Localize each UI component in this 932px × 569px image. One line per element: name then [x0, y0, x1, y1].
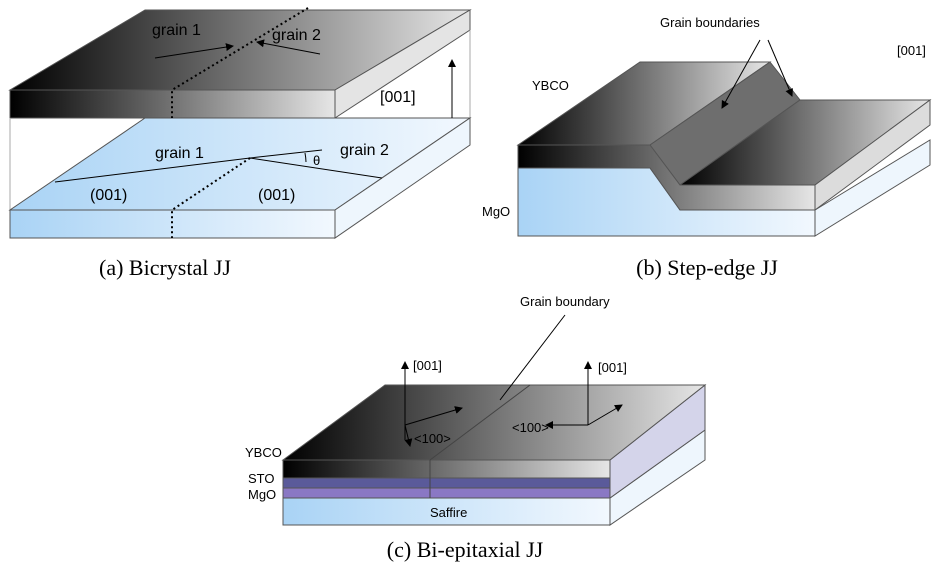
- panel-c: Grain boundary [001] [001] <100> <100> Y…: [245, 294, 705, 562]
- label: grain 1: [155, 145, 204, 162]
- panel-a: grain 1 grain 2 [001] grain 1 grain 2 θ …: [10, 8, 470, 280]
- label: <100>: [414, 431, 451, 446]
- label: grain 1: [152, 22, 201, 39]
- caption: (c) Bi-epitaxial JJ: [387, 537, 544, 562]
- label: grain 2: [272, 27, 321, 44]
- label: θ: [313, 153, 320, 168]
- figure: grain 1 grain 2 [001] grain 1 grain 2 θ …: [0, 0, 932, 569]
- label: (001): [90, 187, 127, 204]
- label: [001]: [380, 89, 416, 106]
- panel-b: Grain boundaries [001] YBCO MgO (b) Step…: [482, 15, 930, 280]
- label: [001]: [897, 43, 926, 58]
- label: Saffire: [430, 505, 467, 520]
- caption: (b) Step-edge JJ: [636, 255, 778, 280]
- label: STO: [248, 471, 275, 486]
- label: MgO: [482, 204, 510, 219]
- label: MgO: [248, 487, 276, 502]
- label: [001]: [413, 358, 442, 373]
- label: [001]: [598, 360, 627, 375]
- label: YBCO: [532, 78, 569, 93]
- caption: (a) Bicrystal JJ: [99, 255, 231, 280]
- label: YBCO: [245, 445, 282, 460]
- label: Grain boundary: [520, 294, 610, 309]
- label: grain 2: [340, 142, 389, 159]
- label: Grain boundaries: [660, 15, 760, 30]
- label: (001): [258, 187, 295, 204]
- label: <100>: [512, 420, 549, 435]
